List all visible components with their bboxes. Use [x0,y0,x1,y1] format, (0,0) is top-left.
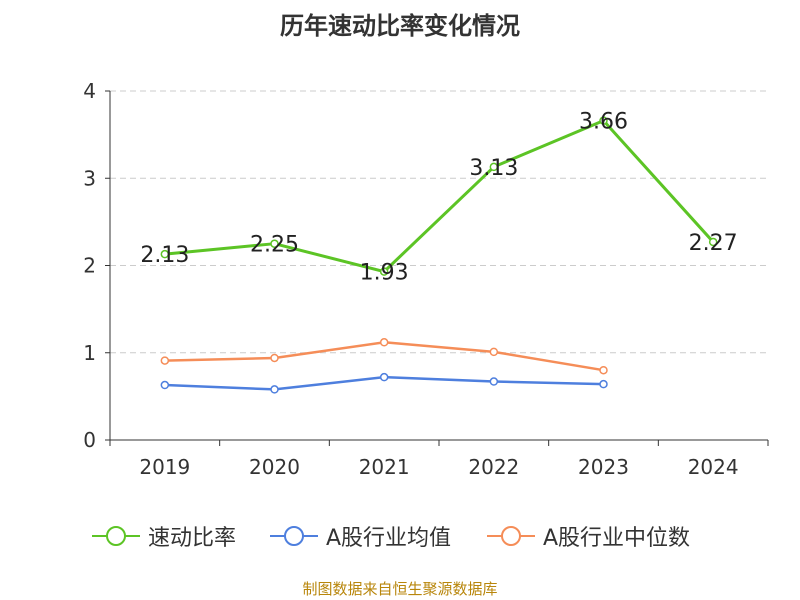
data-point [489,162,499,172]
chart-title: 历年速动比率变化情况 [280,12,520,40]
x-tick-label: 2020 [249,455,300,479]
axes: 0 1 2 3 4 2019 2020 2021 2022 2023 2024 [83,79,769,479]
legend-item-quick-ratio[interactable]: 速动比率 [92,520,236,552]
data-point [599,379,608,389]
y-tick-label: 1 [83,341,96,365]
series-line [164,119,715,274]
data-point [270,239,279,248]
data-point [489,347,499,357]
legend-circle [501,526,521,546]
x-tick-label: 2021 [359,455,410,479]
data-label: 1.93 [360,261,409,286]
data-point [270,353,279,363]
data-point [160,356,170,365]
legend-circle [106,526,126,546]
data-point [708,237,718,247]
y-tick-label: 4 [83,79,96,103]
data-label: 2.27 [689,231,738,256]
source-footer: 制图数据来自恒生聚源数据库 [302,580,498,598]
y-tick-label: 3 [83,166,96,190]
y-tick-label: 0 [83,428,96,452]
x-tick-label: 2023 [578,455,629,479]
y-tick-label: 2 [83,254,96,278]
data-point [489,377,499,386]
series-lines [160,116,718,394]
legend-item-industry-mean[interactable]: A股行业均值 [270,520,451,552]
data-point [599,365,608,375]
data-label: 3.13 [469,156,518,181]
data-point [379,338,389,347]
legend-marker-quick-ratio [92,526,140,546]
x-tick-label: 2019 [139,455,190,479]
data-label: 2.13 [140,243,189,268]
legend-label-industry-mean: A股行业均值 [326,526,452,551]
data-point [160,249,170,259]
x-tick-label: 2024 [688,455,739,479]
data-point [379,372,389,382]
grid-lines [110,90,768,354]
legend-item-industry-median[interactable]: A股行业中位数 [487,520,690,552]
data-label: 3.66 [579,110,628,135]
legend-circle [284,526,304,546]
legend-marker-industry-median [487,526,535,546]
data-point [270,385,279,394]
x-tick-label: 2022 [468,455,519,479]
data-labels: 2.13 2.25 1.93 3.13 3.66 2.27 [140,110,737,286]
data-point [599,116,608,125]
data-label: 2.25 [250,233,299,258]
legend-label-industry-median: A股行业中位数 [543,526,691,551]
data-point [379,267,389,276]
data-point [160,380,170,390]
legend-marker-industry-mean [270,526,318,546]
legend-label-quick-ratio: 速动比率 [148,526,237,551]
